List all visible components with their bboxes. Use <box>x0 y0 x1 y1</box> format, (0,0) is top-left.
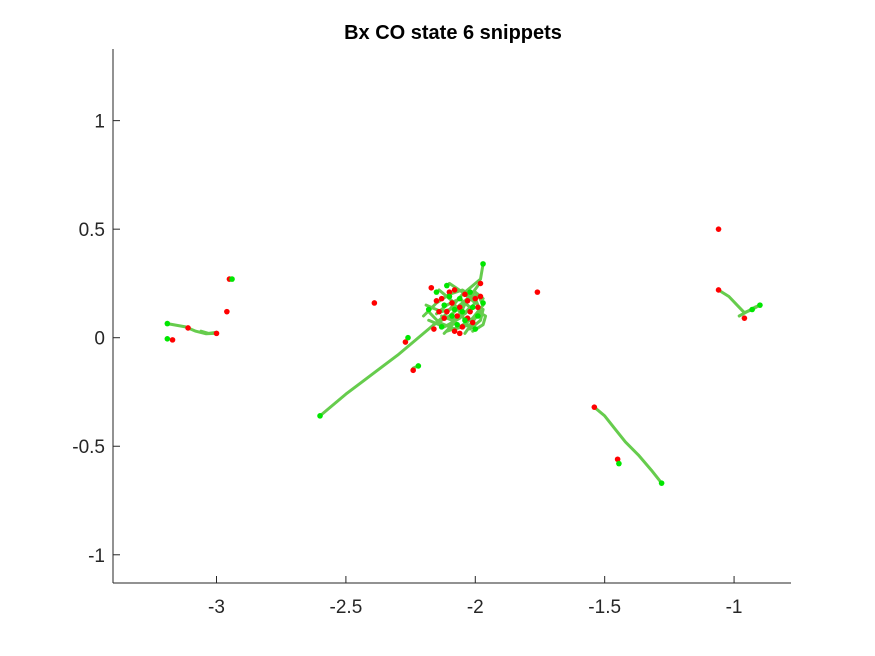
start-point <box>614 456 621 463</box>
start-point <box>475 304 481 311</box>
start-point <box>715 226 722 232</box>
end-point <box>456 295 463 302</box>
end-point <box>451 306 458 313</box>
start-point <box>441 315 448 321</box>
end-point <box>459 308 466 315</box>
y-tick-label: -1 <box>88 546 105 567</box>
start-point <box>169 337 176 343</box>
start-point <box>438 295 445 302</box>
start-point <box>534 289 541 295</box>
x-tick-label: -2.5 <box>330 597 363 618</box>
end-point <box>616 460 622 467</box>
y-axis-ticks: -1 -0.5 0 0.5 1 <box>72 112 120 567</box>
end-point <box>462 317 468 324</box>
start-point <box>462 291 468 298</box>
start-point <box>431 326 437 332</box>
end-point <box>438 324 445 330</box>
start-point <box>477 293 484 300</box>
end-point <box>480 300 486 306</box>
start-point <box>410 367 416 374</box>
end-point <box>433 289 440 295</box>
start-point <box>428 284 435 291</box>
start-point <box>451 328 458 334</box>
end-point <box>454 321 460 328</box>
start-point <box>185 325 191 331</box>
start-point <box>469 319 476 326</box>
start-point <box>454 313 460 319</box>
start-point-layer <box>169 226 748 463</box>
start-point <box>591 404 598 410</box>
start-point <box>449 300 455 306</box>
end-point <box>472 326 479 332</box>
start-point <box>444 308 450 315</box>
start-point <box>456 304 463 311</box>
x-tick-label: -1 <box>726 597 743 618</box>
start-point <box>451 287 458 293</box>
end-point <box>475 313 481 319</box>
trajectory-line <box>318 262 485 418</box>
trajectory-line <box>440 281 477 322</box>
start-point <box>741 315 748 321</box>
end-point <box>446 293 453 300</box>
start-point <box>446 289 453 295</box>
start-point <box>467 308 473 315</box>
end-point <box>757 302 763 308</box>
end-point <box>415 363 422 369</box>
start-point <box>477 280 484 287</box>
end-point <box>444 282 450 289</box>
end-point <box>469 304 476 311</box>
end-point <box>749 306 755 313</box>
end-point <box>467 289 473 295</box>
y-tick-label: 0 <box>94 329 105 350</box>
end-point <box>480 261 486 267</box>
plot-area <box>164 226 763 486</box>
start-point <box>456 330 463 337</box>
end-point <box>441 302 448 308</box>
start-point <box>459 324 466 330</box>
end-point <box>658 480 665 486</box>
end-point-layer <box>164 261 763 486</box>
start-point <box>472 295 479 302</box>
y-tick-label: 1 <box>94 112 105 133</box>
end-point <box>164 335 171 342</box>
trajectory-line <box>592 405 664 485</box>
end-point <box>425 306 432 313</box>
end-point <box>405 334 411 341</box>
end-point <box>229 276 235 282</box>
start-point <box>715 287 722 293</box>
start-point <box>213 330 220 337</box>
start-point <box>464 298 471 304</box>
start-point <box>371 300 378 306</box>
x-tick-label: -2 <box>467 597 484 618</box>
y-tick-label: 0.5 <box>79 220 105 241</box>
x-tick-label: -3 <box>208 597 225 618</box>
end-point <box>317 413 323 419</box>
end-point <box>164 320 171 327</box>
y-tick-label: -0.5 <box>72 437 105 458</box>
start-point <box>402 339 409 345</box>
start-point <box>433 298 440 304</box>
x-axis-ticks: -3 -2.5 -2 -1.5 -1 <box>208 576 743 618</box>
end-point <box>449 313 455 319</box>
chart-title: Bx CO state 6 snippets <box>344 22 562 44</box>
start-point <box>436 308 442 315</box>
x-tick-label: -1.5 <box>588 597 621 618</box>
start-point <box>224 308 230 315</box>
